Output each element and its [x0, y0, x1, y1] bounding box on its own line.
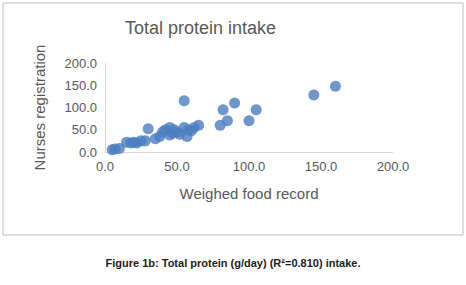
svg-text:100.0: 100.0 — [233, 159, 266, 174]
svg-text:100.0: 100.0 — [64, 100, 97, 115]
svg-text:0.0: 0.0 — [96, 159, 114, 174]
svg-text:Figure 1b:: Figure 1b: — [106, 257, 159, 269]
svg-text:50.0: 50.0 — [164, 159, 189, 174]
svg-text:200.0: 200.0 — [377, 159, 410, 174]
svg-text:Total protein intake: Total protein intake — [125, 18, 276, 38]
svg-text:200.0: 200.0 — [64, 56, 97, 71]
svg-text:0.0: 0.0 — [79, 145, 97, 160]
svg-text:Total protein (g/day) (R²=0.81: Total protein (g/day) (R²=0.810) intake. — [162, 257, 361, 269]
svg-text:150.0: 150.0 — [305, 159, 338, 174]
svg-text:Weighed food record: Weighed food record — [180, 185, 319, 202]
svg-text:Nurses registration: Nurses registration — [31, 45, 48, 171]
svg-text:150.0: 150.0 — [64, 78, 97, 93]
svg-text:50.0: 50.0 — [72, 122, 97, 137]
